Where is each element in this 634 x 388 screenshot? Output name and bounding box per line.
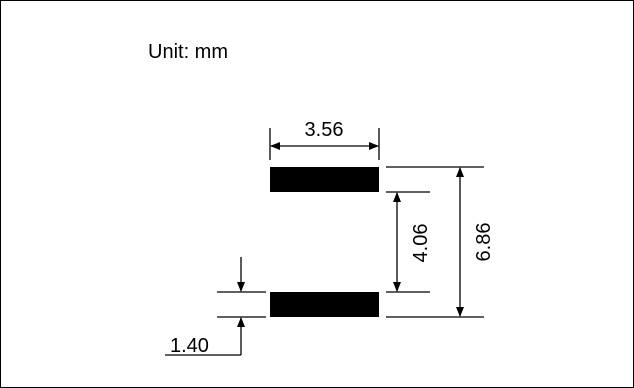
pad-gap-dimension bbox=[386, 191, 430, 293]
pad-length-label: 1.40 bbox=[170, 335, 209, 357]
pad-gap-label: 4.06 bbox=[410, 224, 432, 263]
top-pad bbox=[270, 167, 379, 192]
overall-length-dimension bbox=[386, 166, 484, 318]
pad-length-dimension bbox=[165, 257, 266, 356]
overall-length-label: 6.86 bbox=[473, 223, 495, 262]
pad-width-dimension bbox=[269, 128, 380, 160]
unit-label: Unit: mm bbox=[148, 41, 228, 63]
pad-width-label: 3.56 bbox=[305, 119, 344, 141]
bottom-pad bbox=[270, 292, 379, 317]
